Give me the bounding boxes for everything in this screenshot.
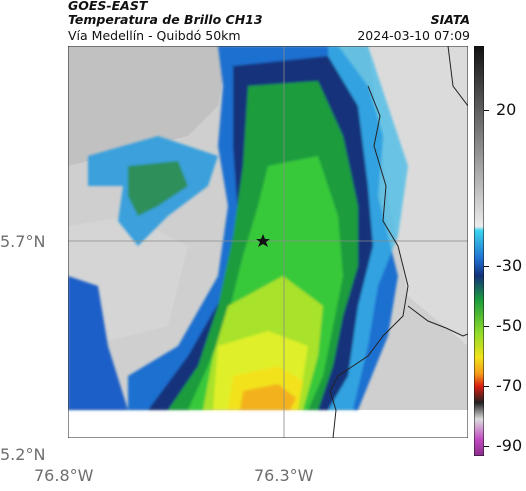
source-label: SIATA: [430, 12, 470, 27]
border-line: [329, 85, 409, 438]
star-icon: [256, 234, 270, 247]
colorbar-tick-minus50: -50: [496, 316, 523, 335]
latitude-label-5-2: 5.2°N: [0, 445, 46, 464]
latitude-label-5-7: 5.7°N: [0, 232, 46, 251]
colorbar-tick-mark: [484, 446, 489, 447]
longitude-label-76-8: 76.8°W: [34, 466, 94, 485]
datetime-label: 2024-03-10 07:09: [357, 28, 470, 43]
longitude-label-76-3: 76.3°W: [254, 466, 314, 485]
colorbar-tick-mark: [484, 326, 489, 327]
coastline-north: [447, 46, 468, 107]
colorbar-tick-mark: [484, 386, 489, 387]
colorbar-tick-mark: [484, 266, 489, 267]
temperature-colorbar: [473, 45, 485, 457]
satellite-label: GOES-EAST: [68, 0, 148, 13]
route-subtitle: Vía Medellín - Quibdó 50km: [68, 28, 241, 43]
colorbar-tick-20: 20: [496, 100, 517, 119]
colorbar-tick-minus70: -70: [496, 376, 523, 395]
brightness-temperature-field: [68, 46, 468, 438]
satellite-map: [68, 46, 468, 438]
colorbar-tick-mark: [484, 110, 489, 111]
coastline: [407, 305, 468, 337]
product-title: Temperatura de Brillo CH13: [68, 12, 263, 27]
colorbar-tick-minus90: -90: [496, 436, 523, 455]
colorbar-tick-minus30: -30: [496, 256, 523, 275]
